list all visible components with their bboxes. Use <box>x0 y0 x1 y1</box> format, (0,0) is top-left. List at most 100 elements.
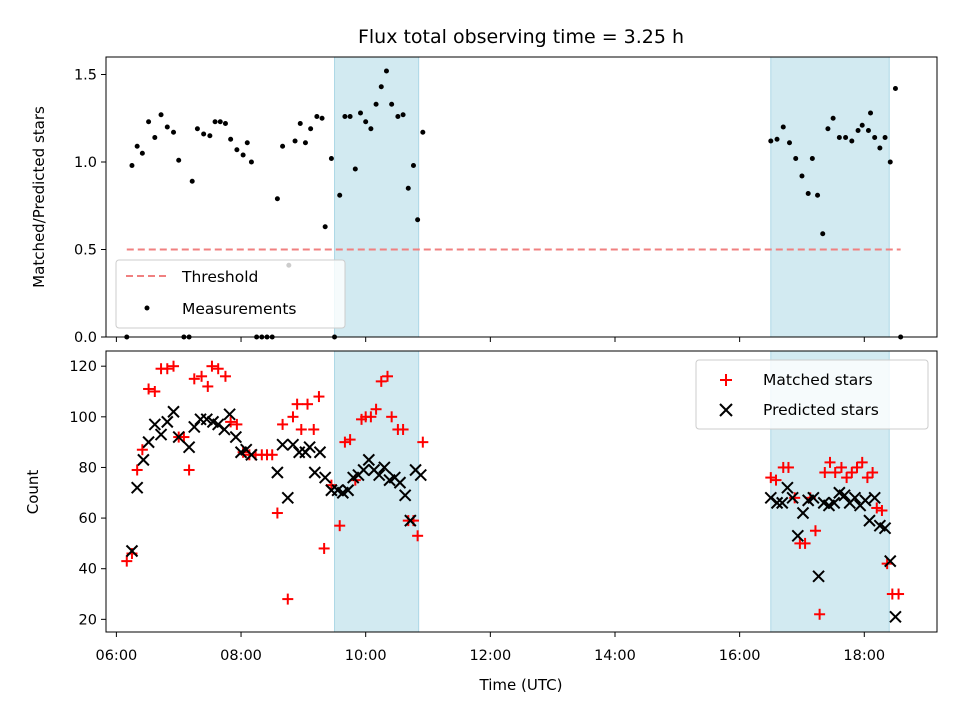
bottom-legend: Matched stars Predicted stars <box>695 359 929 430</box>
predicted-x-b <box>776 496 789 510</box>
predicted-x-b <box>878 522 892 535</box>
x-tick-label: 06:00 <box>95 648 137 664</box>
predicted-x-b <box>884 554 897 568</box>
matched-star-point <box>291 398 303 410</box>
measurement-point <box>768 138 774 144</box>
matched-star-point <box>386 411 398 423</box>
measurement-point <box>843 135 849 140</box>
measurement-point <box>805 191 811 196</box>
legend-measurements-swatch <box>144 305 150 311</box>
measurement-point <box>212 119 218 125</box>
x-tick-label: 14:00 <box>594 648 636 664</box>
matched-star-point <box>206 360 218 372</box>
measurement-point <box>405 185 411 191</box>
predicted-x-b <box>827 496 841 510</box>
predicted-star-point <box>218 423 231 436</box>
bottom-y-axis-label: Count <box>24 470 42 515</box>
predicted-x-b <box>318 471 332 484</box>
predicted-x-b <box>863 514 876 527</box>
predicted-star-point <box>125 544 139 558</box>
matched-star-point <box>789 492 801 504</box>
measurement-point <box>146 119 152 125</box>
measurement-point <box>234 147 240 153</box>
matched-star-point <box>841 472 853 484</box>
top-x-ticks <box>115 337 865 342</box>
predicted-x-b <box>206 415 220 429</box>
measurement-point <box>780 124 786 130</box>
bottom-y-tick-label: 60 <box>79 511 97 527</box>
measurement-point <box>217 119 223 125</box>
legend-matched-swatch <box>720 374 732 386</box>
measurement-point <box>825 126 831 132</box>
predicted-x-b <box>404 514 417 527</box>
matched-star-point <box>266 449 278 461</box>
measurement-point <box>363 119 369 125</box>
predicted-x-b <box>838 489 851 502</box>
measurement-point <box>357 110 363 116</box>
x-tick-label: 18:00 <box>843 648 885 664</box>
measurement-point <box>892 86 898 91</box>
predicted-x-b <box>770 496 784 510</box>
predicted-x-b <box>362 453 376 467</box>
predicted-x-b <box>142 435 155 449</box>
predicted-star-point <box>398 489 412 502</box>
predicted-x-b <box>281 491 294 505</box>
predicted-x-b <box>859 494 872 507</box>
measurement-points <box>124 68 904 340</box>
matched-star-point <box>219 370 231 382</box>
predicted-x-b <box>211 418 225 431</box>
matched-star-point <box>136 444 148 456</box>
matched-star-point <box>302 398 314 410</box>
predicted-x-b <box>271 466 284 479</box>
predicted-x-b <box>223 408 236 421</box>
matched-star-point <box>225 416 237 428</box>
matched-star-point <box>212 363 224 375</box>
predicted-x-b <box>303 440 316 454</box>
measurement-point <box>292 138 298 144</box>
predicted-x-b <box>130 481 144 494</box>
predicted-star-point <box>848 491 862 505</box>
predicted-x-b <box>764 491 778 505</box>
matched-star-point <box>412 530 424 542</box>
measurement-point <box>877 145 883 151</box>
bottom-y-tick-label: 80 <box>79 460 97 476</box>
predicted-x-b <box>229 430 243 444</box>
measurement-point <box>152 135 158 140</box>
predicted-x-b <box>812 570 825 583</box>
chart-title: Flux total observing time = 3.25 h <box>358 26 684 48</box>
bottom-legend-box <box>695 359 929 430</box>
predicted-star-point <box>313 446 327 459</box>
predicted-x-b <box>308 466 321 479</box>
measurement-point <box>207 133 213 139</box>
matched-star-point <box>375 375 387 387</box>
predicted-star-point <box>293 446 306 459</box>
predicted-star-point <box>889 610 902 624</box>
predicted-star-point <box>838 489 851 502</box>
matched-star-point <box>835 461 847 473</box>
bottom-plot-frame <box>105 350 938 633</box>
predicted-star-point <box>859 494 872 507</box>
measurement-point <box>786 140 792 146</box>
matched-star-point <box>814 608 826 620</box>
measurement-point <box>194 126 200 132</box>
measurement-point <box>158 112 164 118</box>
top-legend: Threshold Measurements <box>115 259 346 329</box>
predicted-star-point <box>194 413 207 426</box>
predicted-x-b <box>161 415 174 429</box>
measurement-point <box>415 217 421 223</box>
matched-star-point <box>370 403 382 415</box>
predicted-star-point <box>786 491 799 505</box>
top-y-axis-label: Matched/Predicted stars <box>30 106 48 288</box>
measurement-point <box>314 114 320 119</box>
measurement-point <box>420 129 426 135</box>
matched-star-point <box>149 386 161 398</box>
measurement-point <box>228 136 234 142</box>
matched-star-point <box>318 542 330 554</box>
matched-star-point <box>334 520 346 532</box>
measurement-point <box>368 126 374 132</box>
matched-star-point <box>846 467 858 479</box>
bottom-y-tick-label: 120 <box>69 359 97 375</box>
matched-star-point <box>161 363 173 375</box>
predicted-star-point <box>807 491 820 505</box>
predicted-star-point <box>878 522 892 535</box>
